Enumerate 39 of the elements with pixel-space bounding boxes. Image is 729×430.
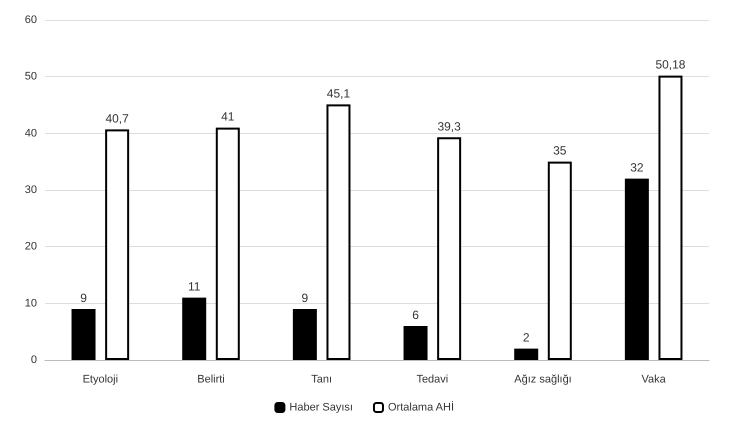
- data-label: 45,1: [326, 86, 350, 100]
- y-tick-label: 20: [24, 240, 37, 253]
- legend-label: Haber Sayısı: [289, 402, 353, 414]
- bar: [548, 162, 572, 360]
- bar: [624, 178, 649, 360]
- bar: [105, 129, 130, 360]
- bar: [182, 298, 206, 360]
- data-label: 6: [412, 308, 420, 322]
- data-label: 50,18: [655, 58, 686, 72]
- bar: [658, 76, 682, 360]
- data-label: 41: [221, 110, 235, 124]
- bar: [437, 137, 462, 360]
- y-tick-label: 40: [24, 127, 37, 140]
- x-tick-label: Tanı: [311, 374, 332, 386]
- bar: [292, 309, 317, 360]
- bar: [72, 309, 96, 360]
- x-tick-label: Vaka: [642, 374, 667, 386]
- bar: [326, 104, 350, 360]
- bar: [514, 348, 538, 360]
- data-label: 9: [80, 291, 88, 305]
- bar: [216, 128, 240, 360]
- y-tick-label: 30: [24, 184, 37, 196]
- x-tick-label: Etyoloji: [82, 374, 118, 386]
- data-label: 32: [630, 160, 644, 175]
- y-tick-label: 10: [24, 297, 37, 310]
- y-tick-label: 60: [24, 14, 37, 26]
- legend-label: Ortalama AHİ: [388, 400, 454, 414]
- x-tick-label: Tedavi: [416, 374, 448, 386]
- y-tick-label: 0: [30, 354, 37, 366]
- y-tick-label: 50: [24, 70, 37, 83]
- data-label: 2: [522, 330, 530, 345]
- data-label: 39,3: [437, 119, 462, 134]
- x-tick-label: Belirti: [197, 374, 225, 386]
- bar: [404, 326, 428, 360]
- data-label: 11: [188, 280, 201, 294]
- x-tick-label: Ağız sağlığı: [514, 374, 572, 386]
- data-label: 9: [302, 291, 309, 305]
- data-label: 40,7: [105, 111, 130, 126]
- data-label: 35: [553, 144, 567, 158]
